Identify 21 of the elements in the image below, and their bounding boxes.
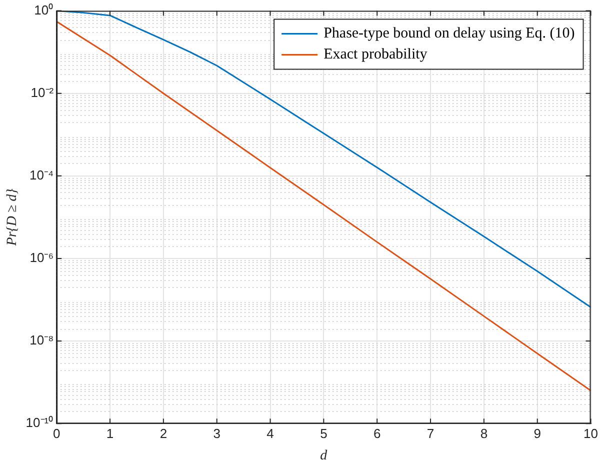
y-tick-label: 10⁰ — [34, 2, 54, 18]
x-tick-label: 6 — [373, 426, 381, 441]
y-tick-label: 10⁻⁸ — [30, 332, 54, 348]
x-tick-label: 0 — [52, 426, 60, 441]
x-tick-label: 9 — [534, 426, 541, 441]
x-axis-title: d — [320, 448, 328, 464]
x-tick-label: 7 — [426, 426, 434, 441]
x-tick-label: 5 — [320, 426, 328, 441]
x-tick-label: 4 — [266, 426, 274, 441]
y-tick-label: 10⁻⁴ — [30, 168, 54, 182]
y-axis-title: Pr{D ≥ d} — [5, 188, 20, 247]
x-tick-label: 2 — [160, 426, 168, 441]
x-tick-label: 3 — [213, 426, 220, 441]
x-tick-label: 1 — [106, 426, 114, 441]
legend-label: Exact probability — [324, 46, 428, 63]
y-tick-label: 10⁻² — [30, 84, 54, 100]
y-tick-label: 10⁻¹⁰ — [26, 415, 54, 430]
x-tick-label: 10 — [584, 426, 598, 441]
legend-label: Phase-type bound on delay using Eq. (10) — [324, 26, 575, 42]
y-tick-label: 10⁻⁶ — [30, 250, 54, 266]
x-tick-label: 8 — [480, 426, 488, 441]
